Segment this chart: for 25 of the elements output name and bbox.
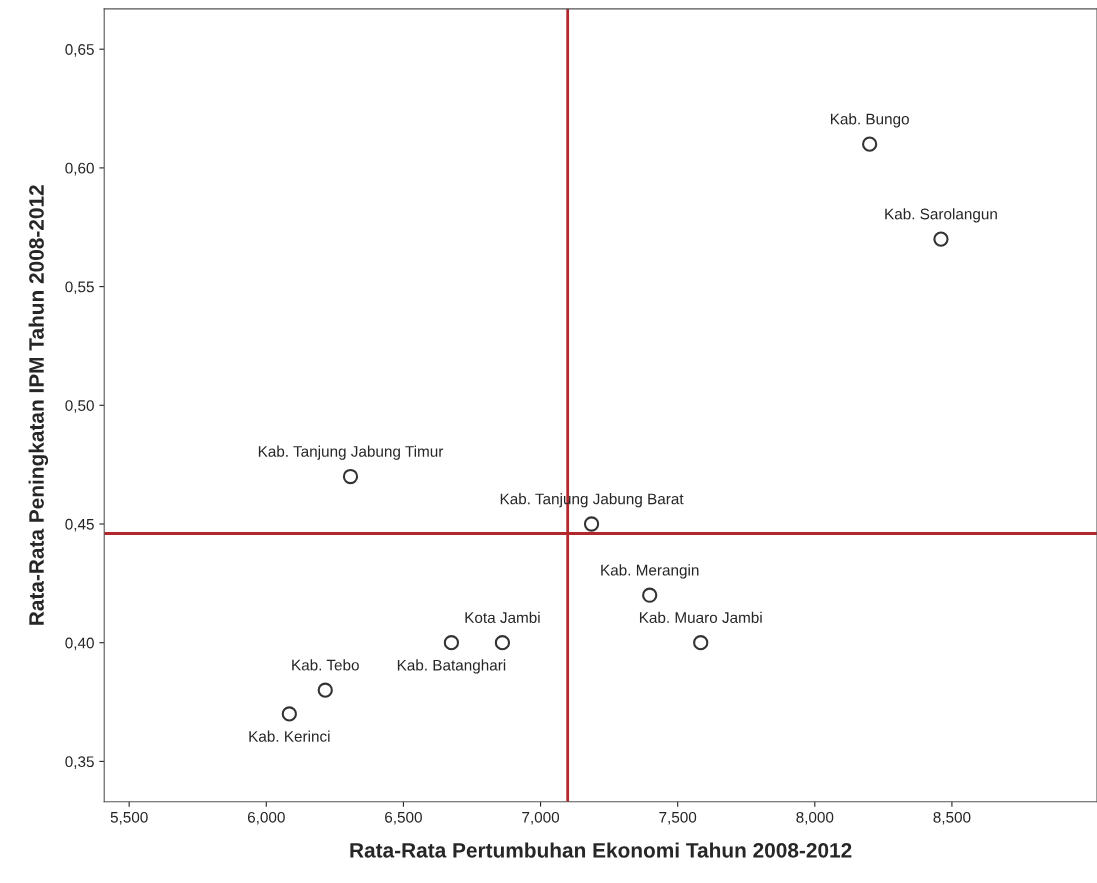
annotation: Kab. Merangin [601,564,699,579]
x-tick-label: 7,000 [522,811,560,825]
annotation: Kab. Sarolangun [885,208,997,223]
annotation: Kota Jambi [465,611,540,624]
annotation: Kab. Batanghari [397,659,506,674]
x-tick-label: 6,000 [247,811,285,825]
x-tick-label: 7,500 [659,811,697,825]
y-tick-label: 0,45 [65,518,94,532]
y-tick-label: 0,35 [65,756,94,769]
annotation: Kab. Tanjung Jabung Timur [258,445,444,460]
x-tick-label: 8,500 [933,811,971,825]
x-axis-title: Rata-Rata Pertumbuhan Ekonomi Tahun 2008-2012 [350,842,852,858]
annotation: Kab. Bungo [830,113,909,128]
y-tick-label: 0,55 [65,281,94,295]
x-tick-label: 8,000 [796,811,834,825]
annotation: Kab. Kerinci [249,730,330,742]
annotation: Kab. Tebo [292,659,359,671]
y-tick-label: 0,50 [65,400,94,413]
annotation: Kab. Muaro Jambi [639,611,762,624]
y-tick-label: 0,40 [65,637,94,651]
x-tick-label: 5,500 [110,811,148,825]
y-tick-label: 0,65 [65,44,94,57]
y-tick-label: 0,60 [65,162,94,176]
x-tick-label: 6,500 [385,811,422,825]
y-axis-title: Rata-Rata Peningkatan IPM Tahun 2008-2012 [28,185,49,625]
